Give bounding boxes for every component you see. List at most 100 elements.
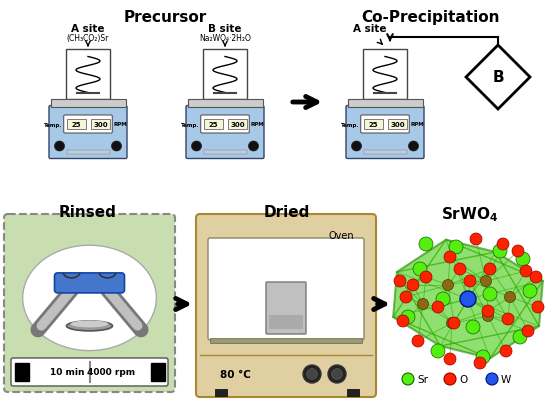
- Circle shape: [431, 344, 445, 358]
- Bar: [15, 363, 29, 381]
- Ellipse shape: [23, 245, 156, 351]
- Circle shape: [394, 275, 406, 287]
- Text: W: W: [501, 374, 512, 384]
- Circle shape: [332, 369, 343, 380]
- Circle shape: [443, 280, 454, 291]
- Text: 10 min: 10 min: [50, 368, 85, 377]
- FancyBboxPatch shape: [388, 119, 408, 130]
- Text: Na₂WO₄·2H₂O: Na₂WO₄·2H₂O: [199, 34, 251, 43]
- Text: 25: 25: [208, 122, 218, 128]
- Circle shape: [420, 271, 432, 283]
- Circle shape: [413, 262, 427, 276]
- Circle shape: [303, 365, 321, 383]
- Text: Oven: Oven: [328, 230, 354, 240]
- Circle shape: [484, 263, 496, 275]
- Circle shape: [400, 291, 412, 303]
- Text: 300: 300: [230, 122, 245, 128]
- Text: 25: 25: [368, 122, 378, 128]
- Circle shape: [522, 325, 534, 337]
- Text: A site: A site: [353, 24, 387, 34]
- Circle shape: [417, 299, 428, 310]
- Text: 4000 rpm: 4000 rpm: [87, 368, 135, 377]
- Circle shape: [523, 284, 537, 298]
- Polygon shape: [393, 240, 543, 358]
- Circle shape: [449, 240, 463, 254]
- Circle shape: [482, 305, 494, 317]
- Text: A site: A site: [72, 24, 104, 34]
- Circle shape: [532, 301, 544, 313]
- Circle shape: [476, 350, 490, 364]
- Bar: [363, 50, 407, 100]
- Text: Temp.: Temp.: [44, 122, 63, 127]
- FancyBboxPatch shape: [361, 116, 409, 134]
- Circle shape: [502, 313, 514, 325]
- Circle shape: [402, 373, 414, 385]
- Circle shape: [328, 365, 346, 383]
- Circle shape: [512, 245, 524, 257]
- Circle shape: [112, 142, 122, 152]
- FancyBboxPatch shape: [201, 116, 249, 134]
- Bar: [200, 355, 372, 393]
- FancyBboxPatch shape: [54, 273, 124, 293]
- Text: Co-Precipitation: Co-Precipitation: [361, 10, 499, 25]
- Circle shape: [470, 234, 482, 245]
- Circle shape: [448, 317, 460, 329]
- Circle shape: [474, 357, 486, 369]
- Circle shape: [444, 373, 456, 385]
- Ellipse shape: [67, 321, 113, 331]
- Circle shape: [520, 265, 532, 277]
- Bar: [364, 150, 406, 154]
- FancyBboxPatch shape: [4, 214, 175, 392]
- FancyBboxPatch shape: [186, 106, 264, 159]
- FancyBboxPatch shape: [346, 106, 424, 159]
- Circle shape: [486, 373, 498, 385]
- Circle shape: [464, 275, 476, 287]
- Polygon shape: [466, 46, 530, 110]
- Bar: [66, 50, 110, 100]
- Text: Dried: Dried: [264, 204, 310, 220]
- Circle shape: [436, 292, 450, 306]
- Circle shape: [54, 142, 64, 152]
- Circle shape: [419, 237, 433, 252]
- Text: 80 °C: 80 °C: [219, 369, 250, 379]
- Bar: [67, 150, 109, 154]
- Circle shape: [481, 276, 492, 287]
- Text: Sr: Sr: [417, 374, 428, 384]
- Circle shape: [466, 320, 480, 334]
- Text: 300: 300: [390, 122, 405, 128]
- Bar: [51, 100, 125, 108]
- Text: 25: 25: [72, 122, 81, 128]
- Text: (CH₃CO₂)Sr: (CH₃CO₂)Sr: [67, 34, 109, 43]
- Text: O: O: [459, 374, 468, 384]
- FancyBboxPatch shape: [208, 238, 364, 340]
- Circle shape: [513, 330, 527, 344]
- Text: Rinsed: Rinsed: [59, 204, 117, 220]
- Text: B: B: [492, 70, 504, 85]
- Bar: [348, 100, 422, 108]
- Circle shape: [530, 271, 542, 283]
- Bar: [269, 315, 303, 329]
- Circle shape: [497, 238, 509, 250]
- Circle shape: [447, 318, 458, 329]
- Circle shape: [516, 252, 530, 266]
- Circle shape: [504, 292, 515, 303]
- Circle shape: [397, 315, 409, 327]
- Bar: [204, 150, 246, 154]
- Text: RPM: RPM: [410, 122, 424, 127]
- Text: Precursor: Precursor: [123, 10, 207, 25]
- Bar: [210, 338, 362, 343]
- FancyBboxPatch shape: [64, 116, 112, 134]
- Circle shape: [401, 310, 415, 324]
- Circle shape: [500, 345, 512, 357]
- Circle shape: [482, 311, 493, 322]
- FancyBboxPatch shape: [228, 119, 248, 130]
- Circle shape: [191, 142, 201, 152]
- Text: RPM: RPM: [250, 122, 264, 127]
- Bar: [215, 389, 227, 396]
- FancyBboxPatch shape: [91, 119, 111, 130]
- Ellipse shape: [70, 321, 108, 328]
- Circle shape: [444, 252, 456, 263]
- FancyBboxPatch shape: [364, 119, 383, 130]
- Text: 300: 300: [94, 122, 108, 128]
- Circle shape: [444, 353, 456, 365]
